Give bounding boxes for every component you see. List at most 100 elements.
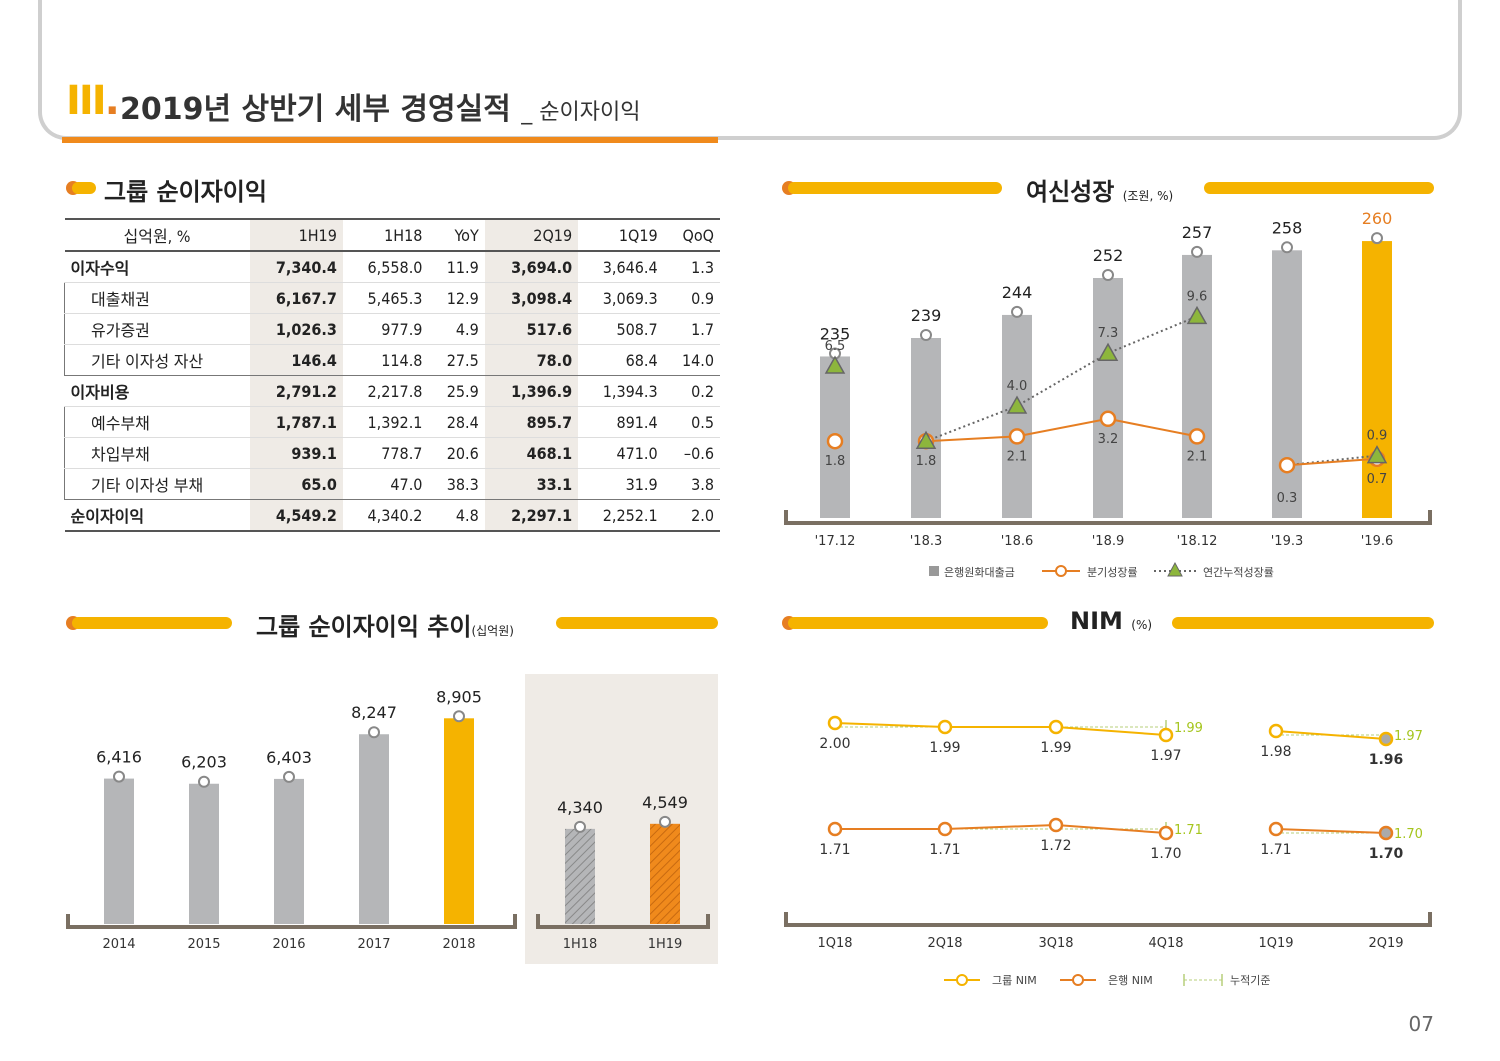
quarter-growth-label: 2.1	[1007, 449, 1028, 464]
annual-growth-label: 7.3	[1098, 326, 1119, 341]
bar	[1002, 314, 1032, 518]
section-pill	[788, 617, 1048, 629]
section-pill	[556, 617, 718, 629]
table-section-title: 그룹 순이자이익	[104, 178, 267, 206]
bank-nim-label: 1.71	[1260, 842, 1291, 858]
group-nim-line	[834, 722, 1167, 736]
annual-growth-point	[1006, 395, 1028, 414]
annual-growth-label: 9.6	[1187, 289, 1208, 304]
annual-growth-label: 4.0	[1007, 379, 1028, 394]
row-label: 기타 이자성 자산	[64, 344, 250, 376]
bank-nim-point	[1378, 825, 1394, 841]
bar-value-label: 6,203	[181, 753, 227, 772]
table-header-cell: QoQ	[663, 218, 720, 252]
bank-nim-label: 1.72	[1040, 838, 1071, 854]
x-tick-label: '18.6	[1001, 534, 1034, 549]
bank-nim-label: 1.70	[1150, 846, 1181, 862]
table-cell: 895.7	[484, 406, 579, 438]
table-cell: 1.3	[663, 251, 720, 283]
table-cell: 2,791.2	[249, 375, 343, 407]
bar	[565, 828, 595, 924]
bar	[444, 718, 474, 924]
table-cell: 146.4	[249, 344, 343, 376]
table-cell: 7,340.4	[249, 251, 343, 283]
group-nim-point	[827, 715, 843, 731]
legend-label: 은행 NIM	[1108, 974, 1153, 987]
table-cell: 1.7	[663, 313, 720, 345]
cumulative-label: 1.97	[1394, 729, 1423, 744]
bar-value-label: 6,416	[96, 748, 142, 767]
page-title: 2019년 상반기 세부 경영실적 _ 순이자이익	[120, 92, 641, 127]
table-cell: –0.6	[663, 437, 720, 469]
section-pill	[1172, 617, 1434, 629]
table-cell: 3,069.3	[578, 282, 664, 314]
x-axis	[784, 510, 1432, 525]
bar-value-label: 235	[820, 324, 851, 343]
table-header-cell: 1Q19	[578, 218, 664, 252]
table-header-cell: YoY	[428, 218, 485, 252]
bar	[650, 823, 680, 924]
legend-swatch-marker	[1072, 974, 1084, 986]
table-cell: 4.9	[428, 313, 485, 345]
section-pill	[788, 182, 1002, 194]
x-tick-label: 2015	[187, 937, 220, 952]
bank-nim-point	[827, 821, 843, 837]
quarter-growth-point	[1008, 428, 1026, 445]
group-nim-point	[1048, 719, 1064, 735]
annual-growth-label: 0.9	[1367, 429, 1388, 444]
x-tick-label: '19.6	[1361, 534, 1394, 549]
legend-swatch-marker	[1055, 565, 1067, 577]
row-label: 이자수익	[64, 251, 250, 283]
table-row: 기타 이자성 자산 146.4 114.8 27.5 78.0 68.4 14.0	[64, 344, 720, 376]
x-tick-label: 2014	[102, 937, 135, 952]
quarter-growth-point	[826, 432, 844, 450]
table-row: 이자비용 2,791.2 2,217.8 25.9 1,396.9 1,394.3 0.2	[64, 375, 720, 407]
section-pill	[1204, 182, 1434, 194]
bar-value-label: 257	[1182, 223, 1213, 242]
legend-label: 은행원화대출금	[944, 566, 1015, 579]
table-cell: 468.1	[484, 437, 579, 469]
nii-trend-chart: 6,416 2014 6,203 2015 6,403 2016 8,247 2017 8,90…	[66, 674, 718, 964]
bar	[359, 734, 389, 924]
annual-growth-point	[1186, 305, 1208, 325]
x-tick-label: '19.3	[1271, 534, 1304, 549]
row-label: 유가증권	[64, 313, 250, 345]
bar-value-label: 6,403	[266, 748, 312, 767]
legend-label: 연간누적성장률	[1203, 566, 1274, 579]
table-cell: 4,340.2	[342, 499, 429, 532]
group-nim-point	[937, 719, 953, 735]
table-cell: 1,026.3	[249, 313, 343, 345]
table-cell: 471.0	[578, 437, 664, 469]
bar-marker	[1011, 305, 1023, 318]
bank-nim-label: 1.71	[819, 842, 850, 858]
x-axis	[536, 914, 710, 929]
quarter-growth-label: 0.7	[1367, 472, 1388, 487]
table-cell: 2,217.8	[342, 375, 429, 407]
table-row: 순이자이익 4,549.2 4,340.2 4.8 2,297.1 2,252.1 2.0	[64, 499, 720, 532]
table-row: 유가증권 1,026.3 977.9 4.9 517.6 508.7 1.7	[64, 313, 720, 345]
bar-marker	[659, 815, 671, 828]
table-header-cell: 2Q19	[484, 218, 579, 252]
legend-label: 누적기준	[1230, 974, 1270, 987]
header-accent-bar	[62, 137, 718, 143]
table-cell: 25.9	[428, 375, 485, 407]
group-nim-label: 1.98	[1260, 744, 1291, 760]
x-tick-label: '18.12	[1177, 534, 1218, 549]
table-cell: 114.8	[342, 344, 429, 376]
bank-nim-label: 1.71	[929, 842, 960, 858]
section-pill	[72, 617, 232, 629]
table-cell: 0.2	[663, 375, 720, 407]
group-nim-label: 1.97	[1150, 748, 1181, 764]
x-tick-label: 2016	[272, 937, 305, 952]
table-cell: 31.9	[578, 468, 664, 500]
bar	[911, 338, 941, 518]
bar	[104, 778, 134, 924]
legend-label: 분기성장률	[1087, 566, 1138, 579]
bar-value-label: 252	[1093, 246, 1124, 265]
quarter-growth-label: 1.8	[825, 454, 846, 469]
x-tick-label: '17.12	[815, 534, 856, 549]
x-tick-label: 3Q18	[1038, 936, 1073, 951]
table-cell: 27.5	[428, 344, 485, 376]
legend-label: 그룹 NIM	[992, 974, 1037, 987]
table-cell: 0.9	[663, 282, 720, 314]
